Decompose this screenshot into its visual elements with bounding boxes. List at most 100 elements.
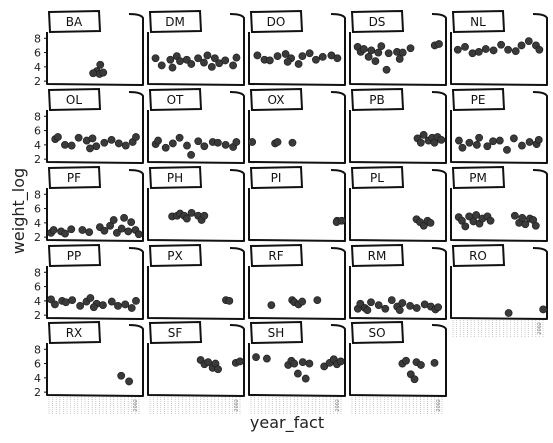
data-point	[524, 37, 533, 46]
strip-box	[451, 243, 506, 268]
data-point	[107, 135, 116, 144]
data-point	[489, 46, 498, 55]
data-point	[511, 47, 520, 56]
strip-label: PE	[471, 93, 486, 107]
data-point	[89, 303, 98, 312]
data-point	[253, 51, 262, 60]
y-tick-label: 6	[34, 125, 41, 138]
y-tick-label: 8	[34, 188, 41, 201]
data-point	[114, 301, 122, 310]
strip-box	[249, 87, 304, 112]
data-point	[416, 138, 425, 147]
facet-panel-nl: NL	[450, 9, 548, 86]
facet-panel-ds: DS	[349, 9, 447, 86]
data-point	[168, 139, 177, 148]
strip-box	[451, 87, 506, 112]
data-point	[402, 356, 410, 365]
data-point	[320, 362, 329, 371]
data-point	[301, 374, 310, 383]
data-point	[510, 211, 519, 220]
data-point	[88, 134, 97, 143]
data-point	[435, 40, 443, 48]
data-point	[475, 133, 483, 142]
data-point	[182, 214, 191, 223]
strip-label: SH	[268, 326, 285, 340]
facet-panel-pp: PP 246 8	[34, 243, 144, 322]
strip-label: OX	[268, 93, 285, 107]
strip-label: DS	[369, 15, 386, 29]
strip-box	[148, 165, 203, 190]
data-point	[168, 63, 177, 72]
data-point	[61, 229, 69, 238]
data-point	[461, 42, 469, 51]
panel-frame	[349, 13, 447, 86]
panel-frame	[147, 169, 245, 242]
strip-label: PP	[67, 249, 81, 263]
data-point	[200, 142, 209, 151]
data-point	[374, 301, 383, 310]
data-point	[229, 61, 237, 70]
data-point	[267, 301, 276, 310]
facet-panel-sf: SF 2002	[147, 320, 245, 415]
panel-frame	[147, 13, 245, 86]
y-tick-label: 2	[34, 153, 41, 166]
data-point	[395, 55, 404, 63]
data-point	[109, 216, 118, 224]
data-point	[465, 138, 474, 147]
data-point	[298, 297, 307, 306]
data-point	[114, 139, 123, 148]
data-point	[121, 300, 130, 309]
panel-frame	[450, 91, 548, 164]
panel-frame	[450, 13, 548, 86]
data-point	[504, 309, 513, 317]
strip-box	[47, 9, 102, 34]
data-point	[395, 306, 404, 315]
panel-frame	[349, 91, 447, 164]
strip-box	[249, 243, 304, 268]
x-tick-label: 2002	[436, 399, 442, 412]
data-point	[283, 57, 292, 66]
data-point	[384, 49, 393, 58]
facet-panel-pb: PB	[349, 87, 447, 164]
data-point	[99, 68, 108, 77]
panel-frame	[349, 247, 447, 320]
data-point	[213, 138, 222, 147]
strip-label: PI	[271, 171, 282, 185]
strip-label: PM	[469, 171, 487, 185]
strip-label: RO	[469, 249, 487, 263]
y-tick-label: 2	[34, 75, 41, 88]
y-tick-label: 6	[34, 47, 41, 60]
strip-label: OL	[66, 93, 82, 107]
data-point	[157, 61, 166, 70]
strip-label: RF	[268, 249, 283, 263]
data-point	[99, 301, 107, 310]
data-point	[382, 65, 391, 74]
data-point	[51, 300, 59, 309]
data-point	[134, 230, 143, 239]
data-point	[468, 49, 477, 58]
y-tick-label: 4	[34, 139, 41, 152]
data-point	[293, 369, 302, 378]
strip-label: SF	[168, 326, 183, 340]
y-axis-title: weight_log	[9, 168, 29, 254]
data-point	[458, 143, 467, 152]
data-point	[486, 216, 495, 225]
data-point	[273, 52, 282, 61]
data-point	[221, 56, 230, 65]
strip-box	[148, 320, 203, 345]
data-point	[472, 140, 481, 149]
data-point	[54, 133, 62, 141]
panel-frame	[46, 91, 144, 164]
data-point	[100, 138, 109, 147]
strip-label: NL	[470, 15, 486, 29]
panel-frame	[46, 13, 144, 86]
data-point	[232, 53, 241, 62]
y-tick-label: 8	[34, 32, 41, 45]
data-point	[265, 56, 274, 65]
data-point	[417, 361, 425, 369]
facet-panel-pf: PF 246 8	[34, 165, 144, 244]
data-point	[517, 41, 526, 50]
data-point	[124, 227, 133, 236]
data-point	[434, 303, 442, 312]
